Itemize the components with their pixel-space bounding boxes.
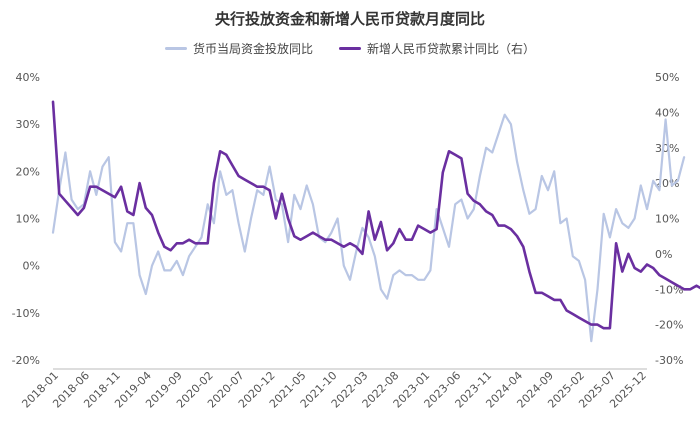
left-y-tick-label: -10%: [12, 307, 40, 320]
left-y-tick-label: -20%: [12, 354, 40, 367]
legend-item-money-supply: 货币当局资金投放同比: [164, 40, 313, 57]
series-line-money-supply: [51, 113, 686, 343]
series-line-loans: [51, 100, 700, 330]
left-y-tick-label: 20%: [16, 165, 40, 178]
right-y-tick-label: -30%: [655, 354, 683, 367]
chart-legend: 货币当局资金投放同比 新增人民币贷款累计同比（右）: [0, 40, 700, 57]
right-y-tick-label: 50%: [655, 71, 679, 84]
right-y-tick-label: 0%: [655, 248, 672, 261]
legend-item-loans: 新增人民币贷款累计同比（右）: [339, 40, 535, 57]
legend-swatch-money-supply: [164, 47, 187, 50]
left-y-tick-label: 10%: [16, 213, 40, 226]
right-y-tick-label: -10%: [655, 283, 683, 296]
left-y-tick-label: 0%: [23, 260, 40, 273]
right-y-tick-label: -20%: [655, 319, 683, 332]
chart-title: 央行投放资金和新增人民币贷款月度同比: [214, 10, 485, 28]
legend-label-money-supply: 货币当局资金投放同比: [192, 42, 313, 56]
legend-swatch-loans: [339, 47, 361, 50]
legend-label-loans: 新增人民币贷款累计同比（右）: [367, 42, 536, 56]
right-y-tick-label: 40%: [655, 106, 679, 119]
right-y-tick-label: 10%: [655, 213, 679, 226]
left-y-tick-label: 30%: [16, 118, 40, 131]
left-y-tick-label: 40%: [16, 71, 40, 84]
